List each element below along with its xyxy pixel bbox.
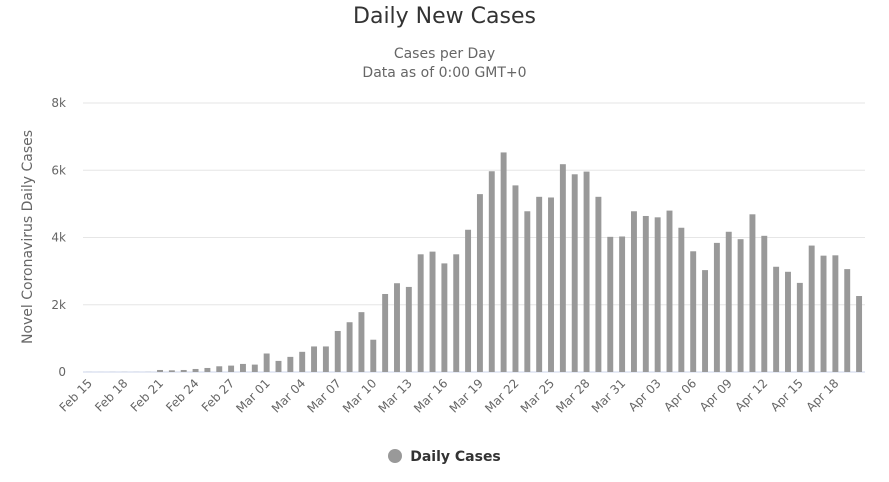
bar[interactable] <box>571 174 578 372</box>
bar[interactable] <box>548 197 554 372</box>
chart-subtitle-line-2: Data as of 0:00 GMT+0 <box>362 65 527 81</box>
bar[interactable] <box>322 346 329 372</box>
bar[interactable] <box>168 370 175 372</box>
bar[interactable] <box>476 194 483 372</box>
x-tick-label: Apr 15 <box>768 376 806 414</box>
bar[interactable] <box>654 217 661 372</box>
bar[interactable] <box>749 214 756 372</box>
bar[interactable] <box>773 266 780 372</box>
bar[interactable] <box>737 239 744 372</box>
chart-title: Daily New Cases <box>353 4 536 29</box>
bar[interactable] <box>216 366 223 372</box>
bar[interactable] <box>228 365 235 372</box>
y-tick-label: 0 <box>58 365 66 379</box>
bar[interactable] <box>299 351 306 372</box>
bar[interactable] <box>808 245 815 372</box>
x-tick-label: Feb 15 <box>57 376 95 414</box>
chart-subtitle-line-1: Cases per Day <box>393 46 496 62</box>
x-tick-label: Mar 19 <box>447 376 486 415</box>
x-tick-label: Apr 18 <box>803 376 841 414</box>
x-tick-label: Mar 31 <box>589 376 628 415</box>
bar[interactable] <box>559 164 566 372</box>
bar[interactable] <box>796 282 803 372</box>
bar[interactable] <box>524 211 531 372</box>
bar[interactable] <box>441 263 448 372</box>
bar[interactable] <box>702 270 709 372</box>
x-tick-label: Apr 09 <box>697 376 735 414</box>
x-tick-label: Feb 18 <box>92 376 130 414</box>
bar[interactable] <box>642 215 649 372</box>
x-tick-label: Apr 03 <box>626 376 664 414</box>
y-axis-label: Novel Coronavirus Daily Cases <box>20 130 36 344</box>
y-tick-label: 6k <box>51 163 66 177</box>
bar[interactable] <box>820 255 827 372</box>
bar[interactable] <box>856 296 863 372</box>
bar[interactable] <box>204 367 211 372</box>
bar[interactable] <box>275 360 282 372</box>
bar[interactable] <box>358 312 365 372</box>
bar[interactable] <box>311 346 318 372</box>
bar[interactable] <box>192 368 199 372</box>
bar[interactable] <box>405 286 412 372</box>
bar[interactable] <box>595 196 602 372</box>
x-tick-label: Mar 07 <box>304 376 343 415</box>
x-tick-label: Apr 12 <box>732 376 770 414</box>
bar[interactable] <box>346 322 353 372</box>
bar[interactable] <box>157 369 163 372</box>
bar[interactable] <box>678 227 685 372</box>
bar[interactable] <box>512 185 519 372</box>
x-tick-label: Mar 13 <box>376 376 415 415</box>
bar[interactable] <box>619 236 626 372</box>
legend-marker-icon[interactable] <box>388 449 403 463</box>
bar[interactable] <box>180 369 187 372</box>
bar[interactable] <box>394 283 400 372</box>
bar[interactable] <box>725 231 732 372</box>
x-tick-label: Mar 16 <box>411 376 450 415</box>
bar[interactable] <box>500 152 507 372</box>
bar[interactable] <box>465 229 472 372</box>
bars <box>85 152 863 372</box>
bar[interactable] <box>263 353 270 372</box>
legend[interactable]: Daily Cases <box>0 449 889 465</box>
bar[interactable] <box>370 339 377 372</box>
bar[interactable] <box>382 293 389 372</box>
bar[interactable] <box>832 255 839 372</box>
y-tick-label: 4k <box>51 231 66 245</box>
gridlines <box>83 102 865 373</box>
bar[interactable] <box>251 364 258 372</box>
x-tick-label: Mar 25 <box>518 376 557 415</box>
x-tick-label: Feb 27 <box>199 376 237 414</box>
x-tick-label: Mar 28 <box>553 376 592 415</box>
bar[interactable] <box>453 254 460 372</box>
x-tick-label: Mar 22 <box>482 376 521 415</box>
bar[interactable] <box>334 330 341 372</box>
y-tick-label: 2k <box>51 298 66 312</box>
bar[interactable] <box>488 171 495 372</box>
x-tick-label: Mar 01 <box>233 376 272 415</box>
bar[interactable] <box>536 196 543 372</box>
bar[interactable] <box>844 269 851 372</box>
bar[interactable] <box>761 235 768 372</box>
y-axis-ticks: 0 2k 4k 6k 8k <box>51 96 66 379</box>
bar[interactable] <box>287 356 294 372</box>
y-tick-label: 8k <box>51 96 66 110</box>
bar[interactable] <box>429 251 436 372</box>
x-tick-label: Mar 10 <box>340 376 379 415</box>
x-tick-label: Apr 06 <box>661 376 699 414</box>
bar[interactable] <box>239 363 246 372</box>
bar[interactable] <box>785 271 791 372</box>
bar[interactable] <box>666 210 673 372</box>
x-tick-label: Feb 24 <box>163 376 201 414</box>
legend-label[interactable]: Daily Cases <box>410 449 501 465</box>
bar[interactable] <box>690 251 697 372</box>
x-tick-label: Feb 21 <box>128 376 166 414</box>
bar[interactable] <box>607 236 614 372</box>
bar[interactable] <box>630 211 637 372</box>
bar[interactable] <box>417 254 424 372</box>
bar[interactable] <box>713 242 720 372</box>
x-tick-label: Mar 04 <box>269 376 308 415</box>
bar[interactable] <box>583 171 590 372</box>
